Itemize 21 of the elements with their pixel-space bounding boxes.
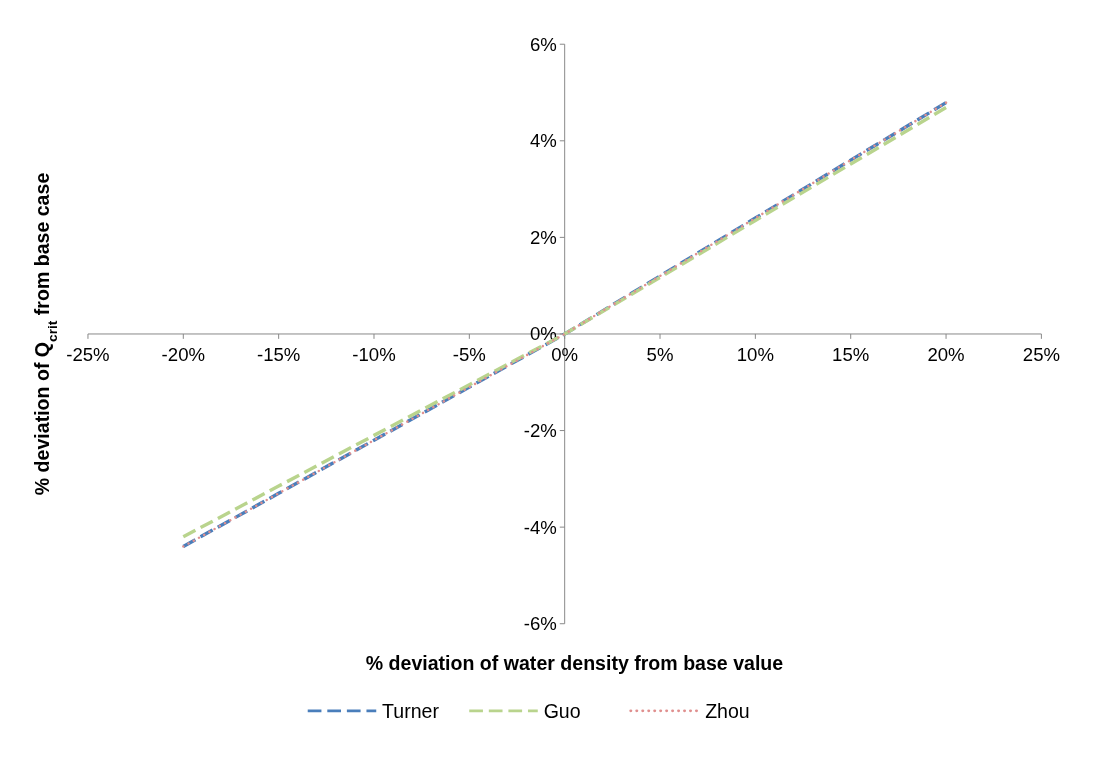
x-tick-label: 20% (927, 344, 965, 366)
x-tick-label: 25% (1022, 344, 1060, 366)
x-axis-title: % deviation of water density from base value (365, 651, 784, 674)
x-tick-label: -5% (452, 344, 486, 366)
legend-label: Turner (382, 699, 440, 722)
x-tick-label: 10% (736, 344, 774, 366)
legend-label: Zhou (705, 699, 750, 722)
x-tick-label: 15% (832, 344, 870, 366)
x-tick-label: -25% (66, 344, 110, 366)
y-tick-label: 2% (529, 226, 557, 248)
x-tick-label: -10% (352, 344, 396, 366)
y-tick-label: 4% (529, 130, 557, 152)
x-tick-label: 0% (551, 344, 579, 366)
y-tick-label: -4% (523, 516, 557, 538)
y-tick-label: 6% (529, 33, 557, 55)
x-tick-label: -20% (161, 344, 205, 366)
x-tick-label: 5% (646, 344, 674, 366)
legend-label: Guo (543, 699, 581, 722)
y-tick-label: -6% (523, 613, 557, 635)
y-tick-label: -2% (523, 420, 557, 442)
x-tick-label: -15% (256, 344, 301, 366)
